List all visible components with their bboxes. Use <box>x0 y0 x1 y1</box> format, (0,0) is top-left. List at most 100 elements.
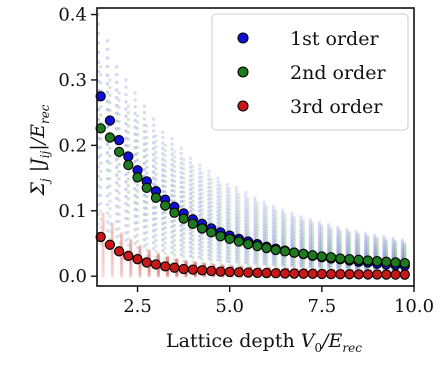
distribution-dot <box>382 254 386 258</box>
distribution-dot <box>218 255 223 259</box>
distribution-dot <box>147 268 151 273</box>
distribution-dot <box>292 243 296 247</box>
distribution-dot <box>179 180 183 185</box>
distribution-dot <box>363 244 368 248</box>
distribution-dot <box>126 230 131 234</box>
distribution-dot <box>382 236 386 240</box>
distribution-dot <box>145 171 149 175</box>
distribution-dot <box>382 239 386 243</box>
distribution-dot <box>117 98 121 102</box>
distribution-dot <box>108 93 112 97</box>
distribution-dot <box>191 208 195 212</box>
distribution-dot <box>290 230 294 235</box>
distribution-dot <box>253 207 257 212</box>
distribution-dot <box>357 247 361 251</box>
distribution-dot <box>347 244 352 248</box>
distribution-dot <box>181 199 186 203</box>
distribution-dot <box>191 260 195 264</box>
distribution-dot <box>375 245 379 249</box>
data-point-3rd-order <box>270 268 281 279</box>
distribution-dot <box>246 197 250 201</box>
distribution-dot <box>135 189 140 193</box>
distribution-dot <box>142 161 147 166</box>
distribution-dot <box>400 244 405 249</box>
distribution-dot <box>156 269 161 273</box>
distribution-dot <box>218 204 223 209</box>
distribution-dot <box>108 78 112 82</box>
distribution-dot <box>393 242 398 246</box>
distribution-dot <box>283 229 287 234</box>
distribution-dot <box>105 220 110 224</box>
distribution-dot <box>179 171 183 175</box>
distribution-dot <box>110 255 115 259</box>
distribution-dot <box>193 261 197 265</box>
distribution-dot <box>108 199 112 203</box>
data-point-2nd-order <box>141 182 152 194</box>
distribution-dot <box>161 211 165 215</box>
data-point-2nd-order <box>104 132 116 143</box>
distribution-dot <box>156 252 161 256</box>
distribution-dot <box>142 142 147 146</box>
distribution-dot <box>181 250 186 254</box>
distribution-dot <box>255 236 260 240</box>
distribution-dot <box>209 193 213 197</box>
distribution-dot <box>384 239 389 244</box>
distribution-dot <box>244 260 248 265</box>
distribution-dot <box>237 192 241 197</box>
distribution-dot <box>188 178 193 183</box>
y-tick-label: 0.0 <box>58 266 87 287</box>
data-point-1st-order <box>113 134 125 146</box>
distribution-dot <box>255 215 260 220</box>
distribution-dot <box>255 256 260 260</box>
distribution-dot <box>391 248 395 252</box>
distribution-dot <box>145 248 149 252</box>
distribution-dot <box>320 261 324 266</box>
distribution-dot <box>253 255 257 259</box>
distribution-dot <box>200 236 204 241</box>
legend-marker-3rd-order <box>237 100 249 112</box>
distribution-dot <box>216 217 220 221</box>
data-point-3rd-order <box>104 239 116 250</box>
distribution-dot <box>165 254 170 259</box>
distribution-dot <box>207 237 211 241</box>
data-point-2nd-order <box>123 159 134 171</box>
distribution-dot <box>246 224 250 229</box>
distribution-dot <box>101 246 105 250</box>
distribution-dot <box>262 203 266 207</box>
distribution-dot <box>179 224 183 228</box>
distribution-dot <box>225 196 229 201</box>
distribution-dot <box>227 246 232 250</box>
distribution-dot <box>264 213 269 217</box>
distribution-dot <box>124 180 128 184</box>
distribution-dot <box>147 269 151 274</box>
distribution-dot <box>165 258 170 262</box>
distribution-dot <box>357 237 361 241</box>
distribution-dot <box>301 238 306 243</box>
distribution-dot <box>200 175 204 179</box>
distribution-dot <box>310 221 315 225</box>
data-point-2nd-order <box>224 233 235 245</box>
distribution-dot <box>218 248 223 252</box>
distribution-dot <box>271 228 276 232</box>
distribution-dot <box>117 112 121 117</box>
distribution-dot <box>179 190 183 194</box>
distribution-dot <box>147 274 151 278</box>
distribution-dot <box>227 211 232 216</box>
distribution-dot <box>191 190 195 195</box>
distribution-dot <box>218 215 223 219</box>
data-point-3rd-order <box>362 269 374 280</box>
distribution-dot <box>117 205 121 209</box>
distribution-dot <box>308 228 312 232</box>
distribution-dot <box>105 99 110 103</box>
distribution-dot <box>225 200 229 204</box>
distribution-dot <box>345 238 349 242</box>
distribution-dot <box>264 224 269 228</box>
distribution-dot <box>317 246 322 251</box>
distribution-dot <box>188 156 193 161</box>
distribution-dot <box>119 266 124 271</box>
distribution-dot <box>179 204 183 209</box>
distribution-dot <box>207 185 211 190</box>
distribution-dot <box>138 273 142 277</box>
distribution-dot <box>375 252 379 257</box>
distribution-dot <box>126 197 131 201</box>
